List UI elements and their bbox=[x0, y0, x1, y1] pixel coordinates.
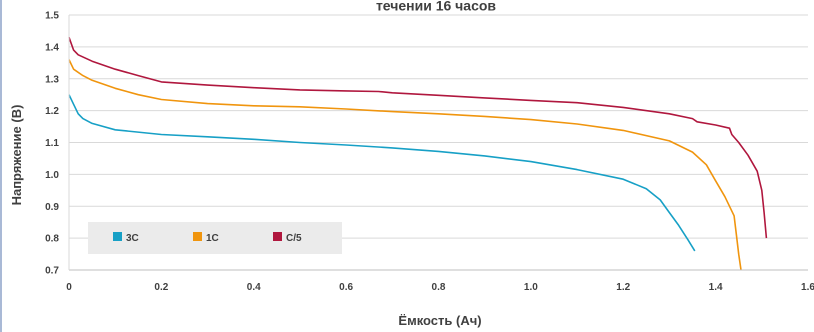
x-tick-label: 0.6 bbox=[339, 282, 353, 293]
series-line-3c bbox=[68, 94, 696, 252]
y-axis-title: Напряжение (В) bbox=[9, 105, 24, 206]
x-tick-label: 0.2 bbox=[154, 282, 168, 293]
legend-label-3c: 3C bbox=[126, 233, 139, 244]
y-tick-label: 1.3 bbox=[45, 74, 59, 85]
y-tick-label: 0.8 bbox=[45, 234, 59, 245]
series-line-1c bbox=[68, 59, 742, 271]
legend-swatch-3c bbox=[113, 232, 122, 241]
y-tick-label: 1.2 bbox=[45, 106, 59, 117]
x-tick-label: 0 bbox=[66, 282, 72, 293]
x-tick-label: 1.6 bbox=[801, 282, 814, 293]
x-tick-label: 0.8 bbox=[432, 282, 446, 293]
legend-item-c5: C/5 bbox=[273, 232, 302, 244]
x-tick-label: 1.0 bbox=[524, 282, 538, 293]
chart-title: течении 16 часов bbox=[376, 0, 496, 14]
legend-label-c5: C/5 bbox=[286, 233, 302, 244]
legend-swatch-c5 bbox=[273, 232, 282, 241]
x-tick-label: 0.4 bbox=[247, 282, 261, 293]
y-tick-label: 0.9 bbox=[45, 202, 59, 213]
legend-label-1c: 1C bbox=[206, 233, 219, 244]
tick-labels: 0.7 0.8 0.9 1.0 1.1 1.2 1.3 1.4 1.5 0 0.2 0.4 0.6 0.8… bbox=[45, 11, 814, 294]
y-tick-label: 1.1 bbox=[45, 138, 59, 149]
legend-box bbox=[88, 222, 342, 254]
grid-lines bbox=[69, 14, 808, 239]
y-tick-label: 1.5 bbox=[45, 11, 59, 22]
axes bbox=[68, 15, 808, 271]
x-tick-label: 1.2 bbox=[616, 282, 630, 293]
x-axis-title: Ёмкость (Ач) bbox=[398, 313, 481, 328]
y-tick-label: 0.7 bbox=[45, 266, 59, 277]
x-tick-label: 1.4 bbox=[709, 282, 723, 293]
legend-item-1c: 1C bbox=[193, 232, 219, 244]
y-tick-label: 1.0 bbox=[45, 170, 59, 181]
legend: 3C 1C C/5 bbox=[88, 222, 342, 254]
legend-item-3c: 3C bbox=[113, 232, 139, 244]
window-edge bbox=[0, 0, 2, 332]
y-tick-label: 1.4 bbox=[45, 42, 59, 53]
legend-swatch-1c bbox=[193, 232, 202, 241]
series-line-c5 bbox=[68, 37, 768, 239]
series-lines bbox=[68, 37, 768, 271]
